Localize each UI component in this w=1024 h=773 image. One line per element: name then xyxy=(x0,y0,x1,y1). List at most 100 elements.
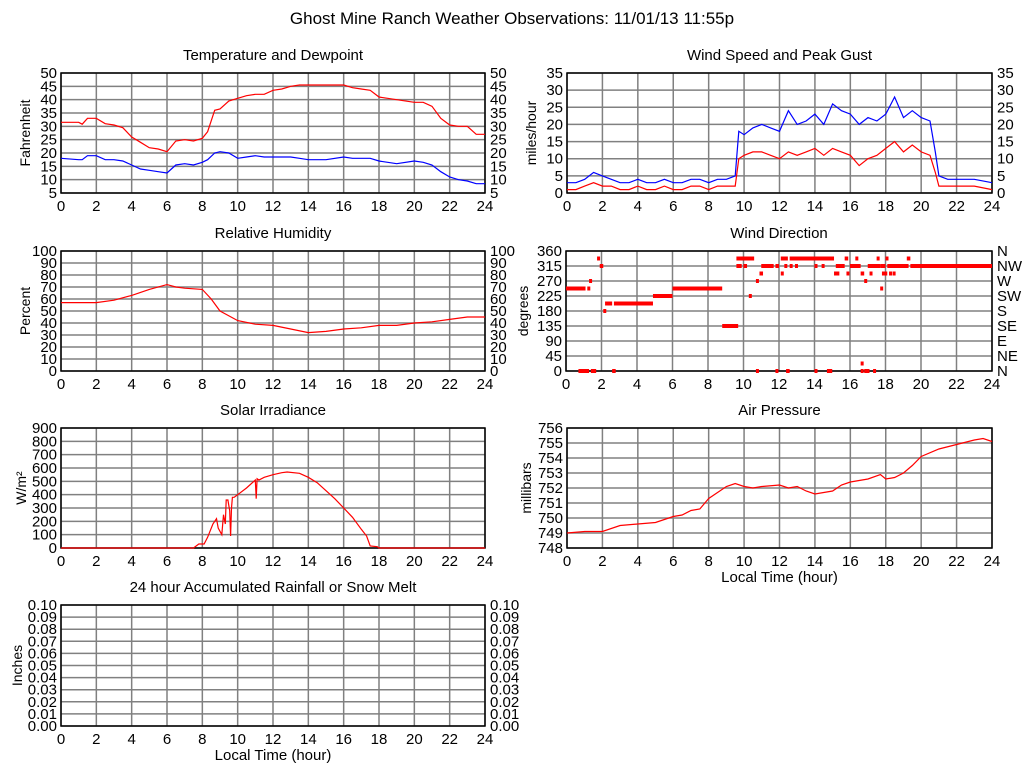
y-axis-label: millibars xyxy=(518,462,534,513)
y-tick-label: 30 xyxy=(40,327,57,344)
chart-title: 24 hour Accumulated Rainfall or Snow Mel… xyxy=(130,579,418,596)
y-axis-label: Inches xyxy=(9,645,25,686)
y-tick-label-right: NE xyxy=(997,348,1018,365)
x-tick-label: 10 xyxy=(229,198,246,215)
y-tick-label-right: 20 xyxy=(490,145,507,162)
chart-title: Wind Speed and Peak Gust xyxy=(687,47,873,64)
y-tick-label: 25 xyxy=(546,99,563,116)
y-tick-label: 0.06 xyxy=(28,645,57,662)
y-tick-label: 60 xyxy=(40,291,57,308)
x-tick-label: 24 xyxy=(477,731,494,748)
x-tick-label: 10 xyxy=(736,198,753,215)
y-tick-label: 300 xyxy=(32,500,57,517)
y-tick-label-right: 0.10 xyxy=(490,597,519,614)
y-tick-label-right: 30 xyxy=(490,327,507,344)
x-tick-label: 12 xyxy=(265,198,282,215)
y-tick-label-right: 50 xyxy=(490,65,507,82)
series-line-0 xyxy=(567,95,993,184)
y-tick-label-right: NW xyxy=(997,258,1023,275)
x-tick-label: 4 xyxy=(633,376,641,393)
y-tick-label: 180 xyxy=(537,303,562,320)
x-tick-label: 6 xyxy=(669,198,677,215)
y-tick-label: 35 xyxy=(546,65,563,82)
y-tick-label-right: 0.06 xyxy=(490,645,519,662)
y-tick-label: 500 xyxy=(32,473,57,490)
x-tick-label: 22 xyxy=(441,198,458,215)
x-tick-label: 20 xyxy=(913,553,930,570)
x-tick-label: 24 xyxy=(984,198,1001,215)
y-axis-label: miles/hour xyxy=(523,100,539,165)
x-tick-label: 16 xyxy=(335,731,352,748)
y-tick-label-right: 5 xyxy=(490,185,498,202)
y-tick-label: 20 xyxy=(546,116,563,133)
y-tick-label: 315 xyxy=(537,258,562,275)
y-tick-label-right: 0.03 xyxy=(490,682,519,699)
x-tick-label: 22 xyxy=(948,376,965,393)
x-tick-label: 22 xyxy=(948,553,965,570)
y-tick-label: 5 xyxy=(49,185,57,202)
y-tick-label: 0 xyxy=(49,540,57,557)
y-tick-label: 700 xyxy=(32,447,57,464)
y-tick-label: 270 xyxy=(537,273,562,290)
plot-frame xyxy=(565,250,993,372)
y-tick-label-right: 0.05 xyxy=(490,658,519,675)
y-tick-label: 20 xyxy=(40,145,57,162)
y-tick-label: 0.02 xyxy=(28,694,57,711)
y-axis-label: degrees xyxy=(515,286,531,337)
x-tick-label: 22 xyxy=(441,376,458,393)
x-tick-label: 24 xyxy=(477,553,494,570)
series-line-0 xyxy=(61,84,485,153)
y-tick-label-right: 50 xyxy=(490,303,507,320)
x-tick-label: 16 xyxy=(842,553,859,570)
x-tick-label: 12 xyxy=(771,376,788,393)
y-tick-label-right: 0.02 xyxy=(490,694,519,711)
chart-title: Solar Irradiance xyxy=(220,402,326,419)
y-tick-label: 0 xyxy=(554,363,562,380)
y-tick-label: 0.10 xyxy=(28,597,57,614)
plot-frame xyxy=(566,427,993,549)
x-tick-label: 14 xyxy=(300,553,317,570)
x-tick-label: 0 xyxy=(563,198,571,215)
x-tick-label: 8 xyxy=(198,376,206,393)
y-tick-label-right: 0 xyxy=(490,363,498,380)
y-tick-label: 200 xyxy=(32,513,57,530)
x-tick-label: 14 xyxy=(807,198,824,215)
x-tick-label: 4 xyxy=(127,731,135,748)
y-tick-label-right: SW xyxy=(997,288,1022,305)
y-tick-label-right: S xyxy=(997,303,1007,320)
x-tick-label: 8 xyxy=(198,198,206,215)
y-tick-label-right: 25 xyxy=(490,132,507,149)
y-axis-label: Percent xyxy=(17,287,33,335)
chart-rainfall: 24 hour Accumulated Rainfall or Snow Mel… xyxy=(9,579,519,764)
y-tick-label-right: 30 xyxy=(490,118,507,135)
y-tick-label: 100 xyxy=(32,243,57,260)
x-tick-label: 4 xyxy=(127,553,135,570)
y-tick-label-right: 90 xyxy=(490,255,507,272)
x-tick-label: 12 xyxy=(265,553,282,570)
x-tick-label: 10 xyxy=(229,553,246,570)
y-tick-label: 5 xyxy=(555,168,563,185)
y-tick-label-right: 45 xyxy=(490,78,507,95)
x-tick-label: 2 xyxy=(92,731,100,748)
x-tick-label: 10 xyxy=(735,376,752,393)
y-tick-label-right: W xyxy=(997,273,1012,290)
y-tick-label: 749 xyxy=(538,525,563,542)
y-tick-label: 45 xyxy=(545,348,562,365)
y-tick-label: 0.01 xyxy=(28,706,57,723)
x-tick-label: 22 xyxy=(441,553,458,570)
x-tick-label: 24 xyxy=(984,553,1001,570)
y-tick-label-right: 60 xyxy=(490,291,507,308)
y-tick-label-right: 25 xyxy=(997,99,1014,116)
y-tick-label-right: 35 xyxy=(490,105,507,122)
series-line-0 xyxy=(566,437,993,534)
y-tick-label-right: 0.00 xyxy=(490,718,519,735)
y-tick-label: 0.03 xyxy=(28,682,57,699)
y-tick-label: 748 xyxy=(538,540,563,557)
y-tick-label-right: 30 xyxy=(997,82,1014,99)
x-tick-label: 8 xyxy=(704,198,712,215)
x-tick-label: 2 xyxy=(92,553,100,570)
x-tick-label: 20 xyxy=(913,198,930,215)
